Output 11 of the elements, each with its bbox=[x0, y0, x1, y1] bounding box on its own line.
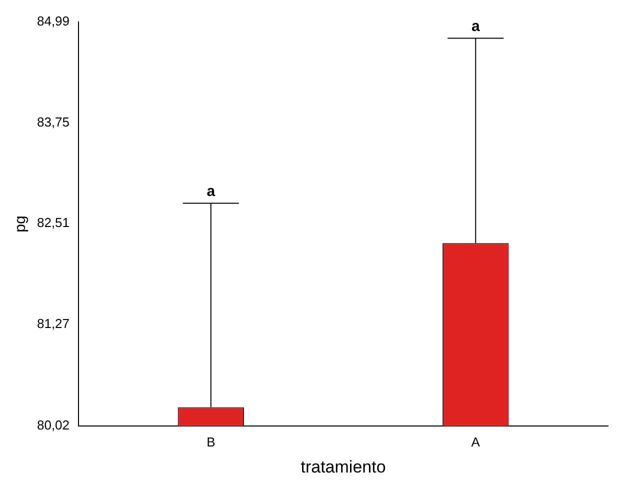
y-tick-label: 81,27 bbox=[36, 316, 70, 331]
x-axis-title: tratamiento bbox=[300, 457, 386, 476]
y-axis-title: pg bbox=[12, 216, 30, 232]
y-tick-label: 84,99 bbox=[36, 14, 70, 29]
annotation: a bbox=[206, 182, 216, 200]
y-tick-label: 82,51 bbox=[36, 215, 70, 230]
y-tick-label: 80,02 bbox=[36, 418, 70, 433]
x-tick-label: A bbox=[471, 434, 480, 450]
x-tick-label: B bbox=[206, 434, 216, 450]
y-tick-label: 83,75 bbox=[36, 114, 70, 130]
annotation: a bbox=[471, 18, 480, 35]
